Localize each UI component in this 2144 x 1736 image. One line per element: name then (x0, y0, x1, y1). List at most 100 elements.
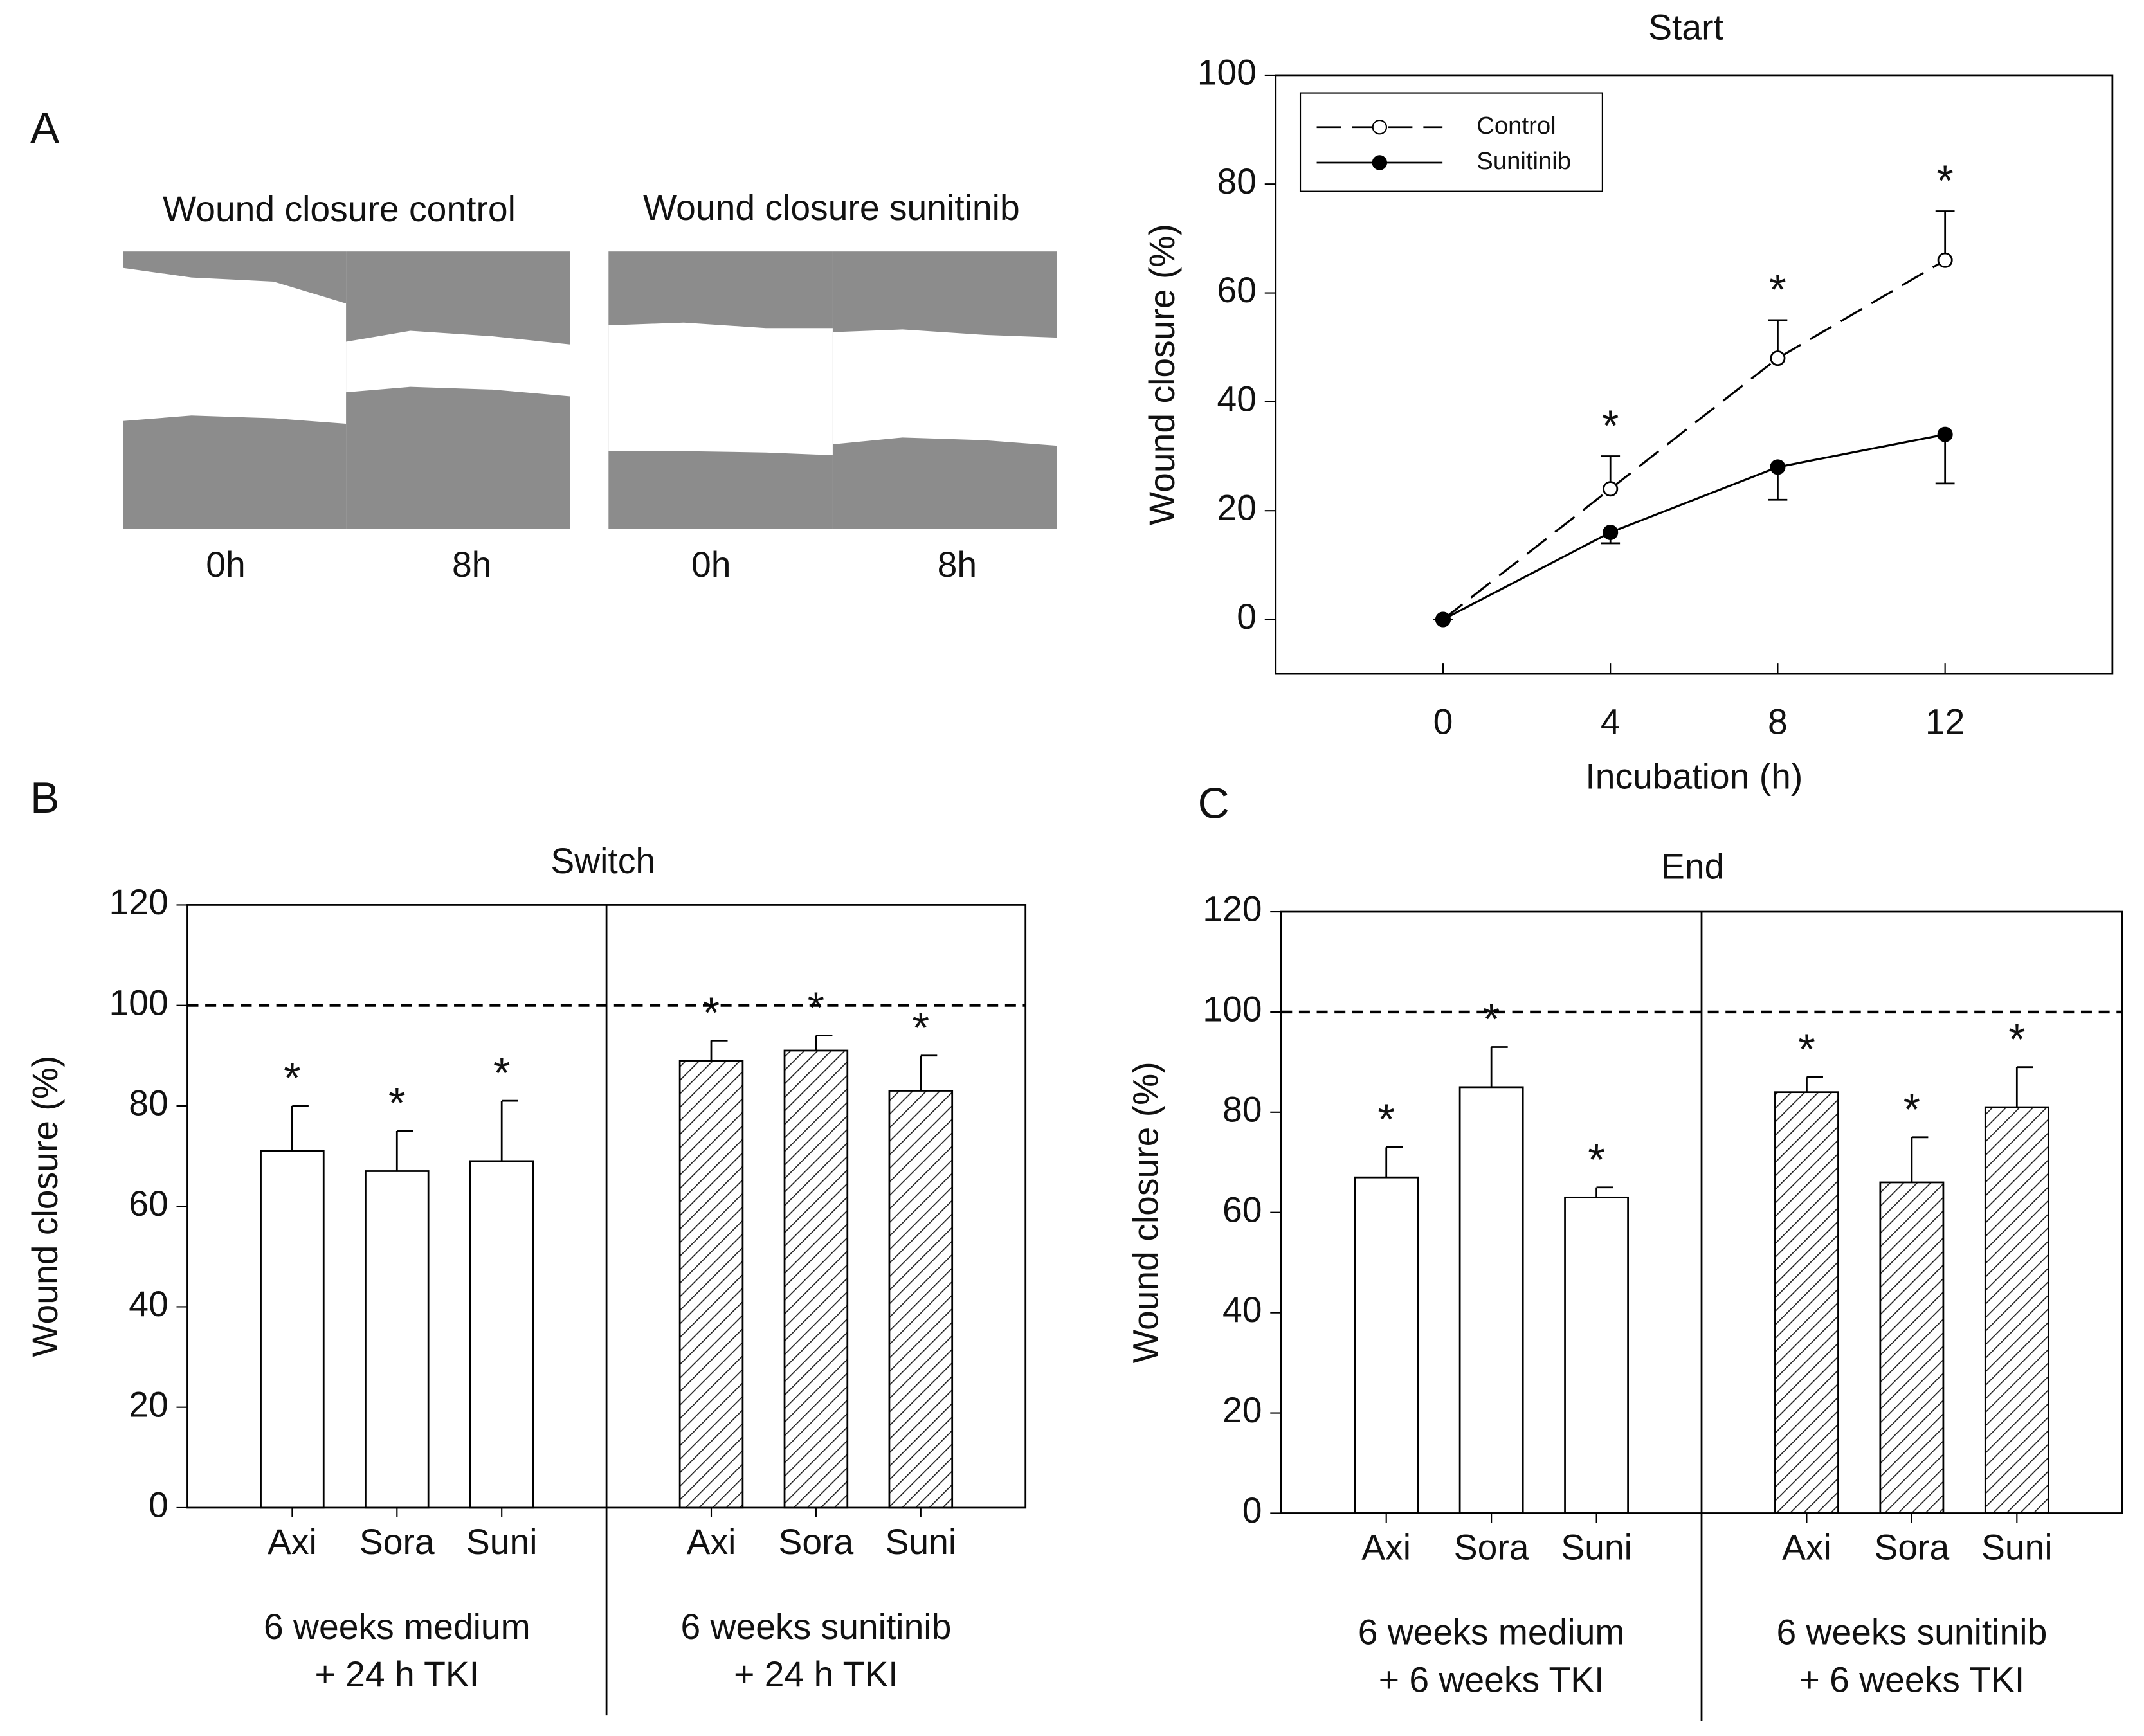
x-tick-label: Suni (1981, 1527, 2053, 1567)
x-tick-label: Suni (466, 1522, 538, 1562)
group-label: 6 weeks sunitinib (1776, 1612, 2047, 1652)
legend-box (1299, 92, 1603, 192)
plot-frame (1275, 74, 2114, 675)
y-tick-label: 0 (149, 1485, 168, 1525)
chart-title: Switch (550, 841, 655, 881)
bar (1984, 1106, 2049, 1514)
significance: * (1483, 995, 1500, 1044)
y-tick-label: 40 (129, 1284, 168, 1324)
group-label: + 24 h TKI (315, 1654, 480, 1694)
bar (365, 1170, 430, 1509)
significance: * (388, 1079, 405, 1128)
time-label: 8h (938, 545, 977, 584)
bar (1564, 1196, 1629, 1514)
significance: * (1588, 1135, 1604, 1184)
group-label: + 6 weeks TKI (1799, 1660, 2025, 1700)
y-axis-label: Wound closure (%) (1126, 1062, 1166, 1363)
legend-marker (1372, 155, 1388, 170)
bar (783, 1049, 849, 1509)
group-label: 6 weeks sunitinib (680, 1607, 951, 1647)
significance: * (1377, 1095, 1394, 1144)
group-label: 6 weeks medium (264, 1607, 531, 1647)
time-label: 0h (206, 545, 245, 584)
significance: * (703, 988, 720, 1037)
micrographs (123, 251, 1057, 529)
y-tick-label: 120 (109, 882, 168, 922)
x-tick-label: 12 (1925, 701, 1965, 741)
y-tick-label: 20 (129, 1384, 168, 1424)
point (1603, 525, 1619, 541)
image-title: Wound closure control (163, 189, 516, 229)
y-tick-label: 60 (1222, 1189, 1262, 1229)
significance: * (1602, 401, 1619, 450)
y-tick-label: 100 (109, 982, 168, 1022)
point (1770, 459, 1786, 475)
point (1435, 611, 1451, 628)
legend-marker (1372, 120, 1388, 135)
panel-label: A (30, 104, 60, 152)
x-tick-label: Axi (1361, 1527, 1411, 1567)
y-tick-label: 100 (1203, 990, 1262, 1029)
significance: * (913, 1003, 929, 1052)
point (1603, 481, 1619, 497)
wound-gap (608, 322, 833, 455)
y-axis-label: Wound closure (%) (1142, 224, 1182, 525)
bar (1774, 1091, 1839, 1514)
y-tick-label: 80 (1217, 161, 1257, 201)
y-tick-label: 120 (1203, 889, 1262, 929)
bar (469, 1160, 534, 1509)
x-tick-label: 8 (1768, 701, 1788, 741)
legend-label: Sunitinib (1476, 147, 1571, 175)
point (1937, 426, 1953, 442)
point (1937, 252, 1953, 268)
panel-label: C (1198, 779, 1230, 827)
group-label: 6 weeks medium (1358, 1612, 1625, 1652)
significance: * (808, 983, 824, 1032)
significance: * (1903, 1085, 1920, 1134)
x-tick-label: Sora (1454, 1527, 1529, 1567)
time-label: 8h (452, 545, 491, 584)
significance: * (1769, 265, 1786, 314)
x-axis-label: Incubation (h) (1585, 756, 1803, 796)
bar (1354, 1176, 1419, 1514)
y-axis-label: Wound closure (%) (25, 1056, 65, 1357)
x-tick-label: Sora (1875, 1527, 1950, 1567)
bar (260, 1150, 325, 1509)
y-tick-label: 80 (1222, 1089, 1262, 1129)
time-label: 0h (691, 545, 731, 584)
x-tick-label: 4 (1601, 701, 1621, 741)
legend-label: Control (1476, 112, 1556, 140)
y-tick-label: 20 (1217, 488, 1257, 528)
group-label: + 6 weeks TKI (1379, 1660, 1604, 1700)
y-tick-label: 40 (1222, 1290, 1262, 1330)
y-tick-label: 60 (129, 1184, 168, 1224)
significance: * (1798, 1025, 1815, 1074)
wound-gap (832, 329, 1057, 446)
significance: * (493, 1049, 510, 1098)
x-tick-label: 0 (1433, 701, 1453, 741)
image-title: Wound closure sunitinib (643, 188, 1020, 228)
series-line (1442, 259, 1946, 620)
series-line (1442, 433, 1945, 620)
chart-title: End (1661, 847, 1724, 887)
bar (1879, 1181, 1945, 1514)
x-tick-label: Axi (1782, 1527, 1831, 1567)
bar (1458, 1086, 1524, 1514)
x-tick-label: Sora (359, 1522, 435, 1562)
y-tick-label: 80 (129, 1083, 168, 1123)
wound-gap (346, 330, 570, 397)
x-tick-label: Sora (779, 1522, 854, 1562)
bar (678, 1060, 744, 1509)
x-tick-label: Axi (268, 1522, 317, 1562)
significance: * (2008, 1015, 2025, 1063)
group-label: + 24 h TKI (734, 1654, 898, 1694)
chart-title: Start (1648, 7, 1723, 47)
y-tick-label: 100 (1197, 53, 1257, 93)
wound-gap (123, 267, 347, 424)
bar (888, 1090, 954, 1509)
significance: * (1936, 156, 1953, 205)
y-tick-label: 40 (1217, 379, 1257, 419)
panel-label: B (30, 773, 59, 822)
